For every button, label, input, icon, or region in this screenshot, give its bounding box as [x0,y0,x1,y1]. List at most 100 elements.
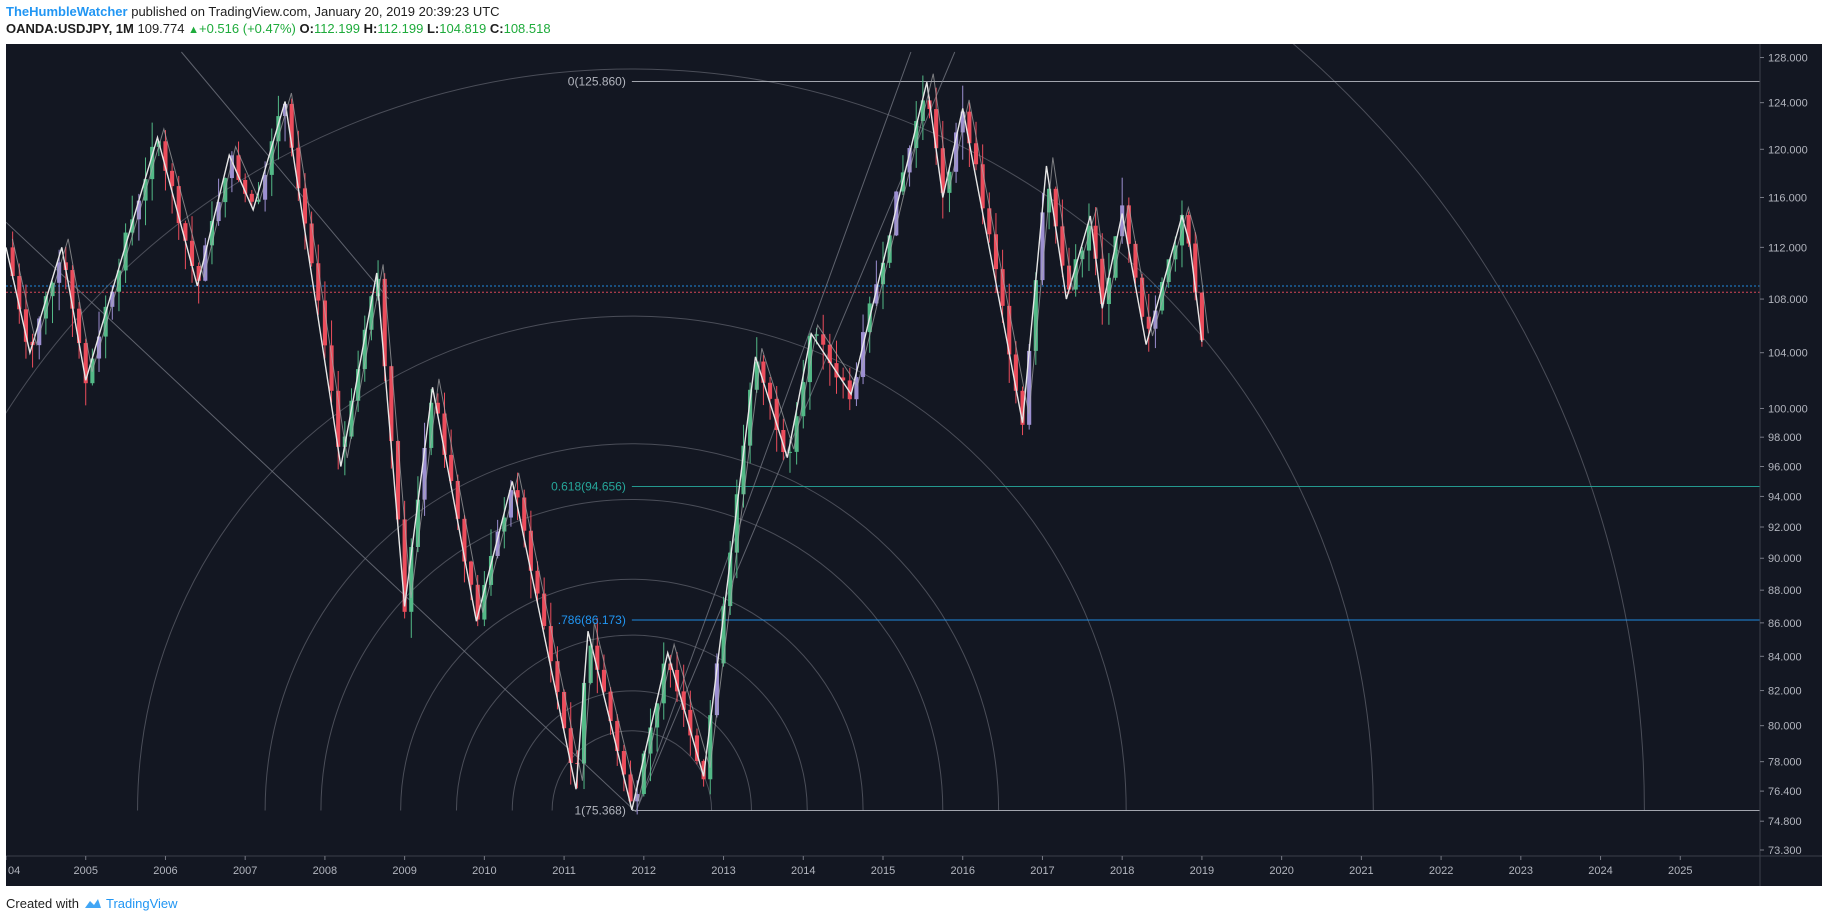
x-tick-label: 2015 [871,865,895,877]
candle-body [787,451,793,453]
candle-body [216,202,221,222]
candle-body [694,735,700,761]
candle-body [422,447,427,500]
candle-body [1166,259,1171,282]
candle-body [655,703,660,728]
candle-body [17,276,22,310]
chart-area[interactable]: 0(125.860) 0.618(94.656) .786(86.173) 1(75.… [5,44,1822,886]
candle-body [954,132,959,172]
candle-body [435,402,440,414]
candle-body [821,334,826,345]
published-text: published on TradingView.com, January 20… [131,4,500,19]
tradingview-link[interactable]: TradingView [83,896,178,911]
candle-body [781,430,786,453]
candle-body [10,247,15,277]
candle-body [1060,226,1065,266]
high-label: H: [363,21,378,36]
candle-body [548,626,553,662]
up-arrow-icon: ▲ [188,24,199,36]
candle-body [1193,243,1198,293]
candle-body [774,398,779,431]
candle-body [163,141,168,171]
x-tick-label: 2005 [73,865,97,877]
candle-body [183,223,188,241]
candle-body [854,377,859,400]
candle-body [907,148,912,173]
candle-body [1093,225,1098,259]
created-with-text: Created with [6,896,79,911]
candle-body [880,262,886,285]
candle-body [462,518,467,562]
swing-zigzag [6,82,1203,811]
candle-body [362,329,367,370]
candle-body [369,296,374,330]
symbol-name: OANDA:USDJPY, 1M [6,21,134,36]
candle-body [23,309,28,342]
candle-body [276,116,281,142]
candle-body [302,188,308,224]
candle-body [1120,205,1125,237]
candle-body [834,363,839,378]
candle-body [847,380,852,400]
x-tick-label: 2018 [1110,865,1134,877]
trend-line [635,51,912,812]
author-name[interactable]: TheHumbleWatcher [6,4,128,19]
candle-body [1066,265,1072,290]
candle-body [475,584,480,620]
price-change: +0.516 (+0.47%) [199,21,296,36]
y-tick-label: 80.000 [1768,721,1802,733]
candle-body [734,494,739,553]
candle-body [1033,280,1038,351]
candle-body [356,369,361,401]
trend-line [181,51,390,300]
swing-zigzag-secondary [11,73,1209,802]
candle-body [70,270,75,309]
x-tick-label: 04 [8,865,20,877]
x-tick-label: 2014 [791,865,815,877]
x-tick-label: 2009 [392,865,416,877]
candle-body [568,728,573,763]
y-tick-label: 96.000 [1768,461,1802,473]
candle-body [1086,225,1092,251]
candle-body [661,663,666,704]
candle-body [249,193,254,202]
y-tick-label: 124.000 [1768,98,1808,110]
candle-body [110,291,115,307]
y-tick-label: 76.400 [1768,786,1802,798]
candle-body [43,296,48,319]
fib-arc [511,690,752,811]
candle-body [874,284,879,304]
candle-body [1106,277,1111,305]
x-tick-label: 2006 [153,865,177,877]
candle-body [130,219,135,233]
price-chart[interactable]: 0(125.860) 0.618(94.656) .786(86.173) 1(75.… [5,44,1822,886]
candle-body [807,335,812,383]
candle-body [1113,236,1118,278]
candle-body [415,499,420,548]
candle-body [1073,259,1078,290]
candle-body [289,103,294,148]
candle-body [641,753,646,795]
last-price: 109.774 [137,21,185,36]
candle-body [754,361,759,390]
x-tick-label: 2023 [1509,865,1533,877]
candle-body [349,400,354,437]
symbol-info: OANDA:USDJPY, 1M 109.774 ▲+0.516 (+0.47%… [6,21,551,37]
x-tick-label: 2013 [711,865,735,877]
candle-body [402,519,407,612]
candle-body [1040,212,1045,281]
candle-body [841,377,846,381]
y-tick-label: 78.000 [1768,757,1802,769]
fib-arc [320,499,944,811]
candle-body [608,691,613,722]
candle-body [615,721,620,752]
candle-body [894,191,899,236]
y-tick-label: 73.300 [1768,845,1802,857]
candle-body [1053,188,1058,227]
x-tick-label: 2011 [552,865,576,877]
x-tick-label: 2008 [313,865,337,877]
x-tick-label: 2007 [233,865,257,877]
candle-body [648,727,653,754]
trend-line [6,221,637,813]
candle-body [887,235,892,263]
